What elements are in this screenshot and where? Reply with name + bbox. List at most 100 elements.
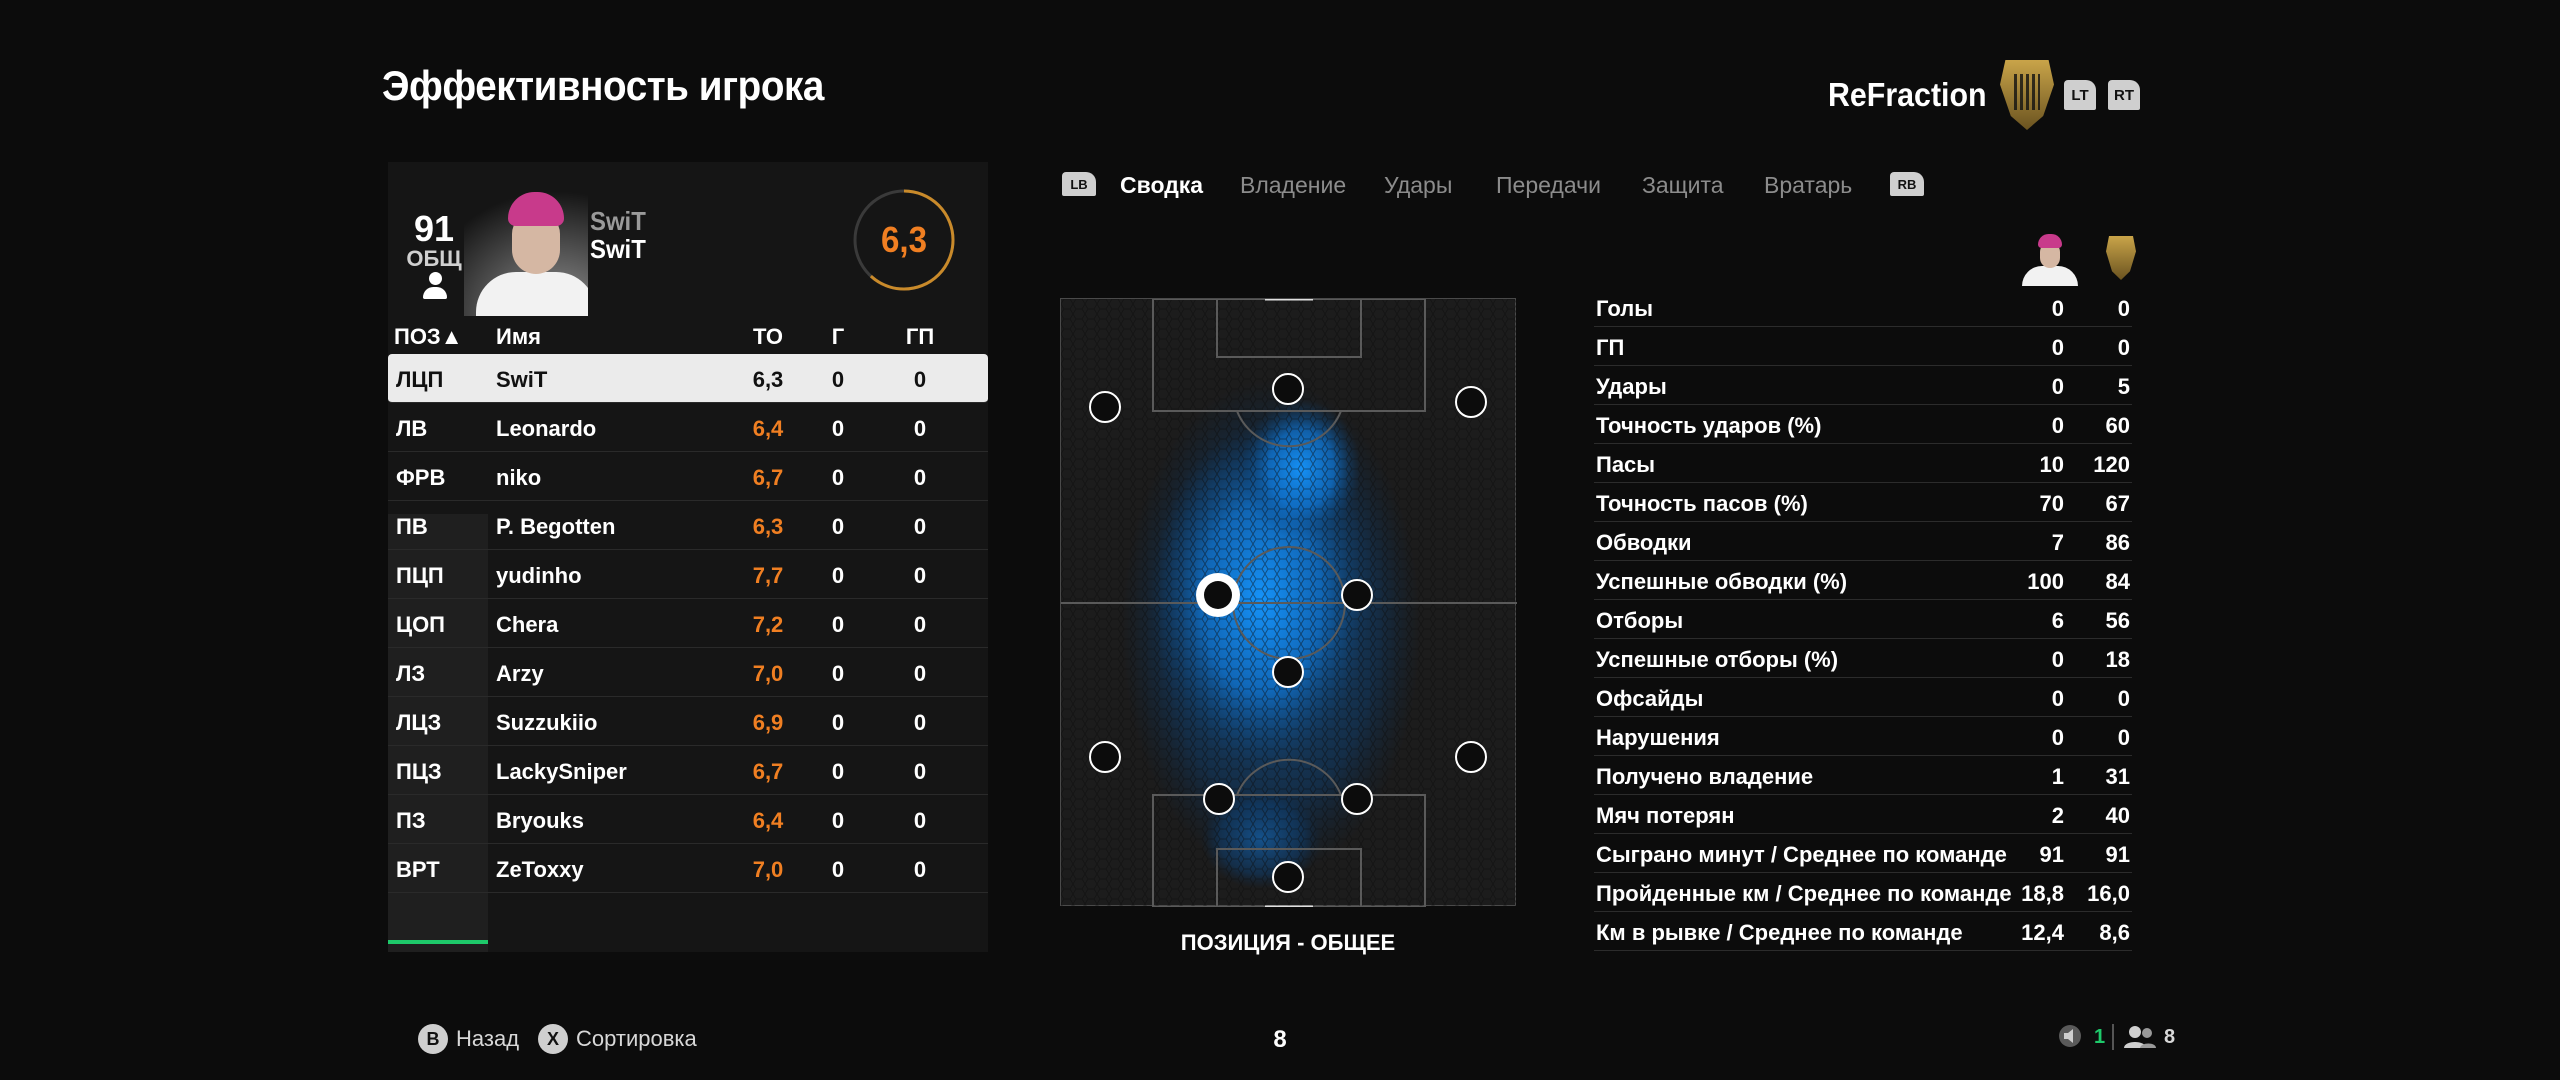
table-row[interactable]: ЛЗ Arzy 7,0 0 0 <box>388 648 988 697</box>
row-pos: ЛВ <box>396 416 428 441</box>
row-name: niko <box>496 465 542 490</box>
row-pos: ЛЗ <box>396 661 426 686</box>
stat-label: Получено владение <box>1596 764 1814 789</box>
rb-button[interactable]: RB <box>1890 172 1924 196</box>
row-pos: ЛЦП <box>396 367 444 392</box>
stat-team-value: 31 <box>2105 764 2130 789</box>
stat-label: Отборы <box>1596 608 1684 633</box>
table-row[interactable]: ВРТ ZeToxxy 7,0 0 0 <box>388 844 988 893</box>
person-icon <box>421 272 449 302</box>
mic-muted-icon <box>2058 1024 2082 1048</box>
stat-row: Голы 0 0 <box>1594 288 2132 327</box>
row-gp: 0 <box>913 367 927 392</box>
table-header: ПОЗ▲ Имя ТО Г ГП <box>388 316 988 356</box>
stat-player-value: 100 <box>2027 569 2064 594</box>
stat-label: Обводки <box>1596 530 1692 555</box>
scroll-indicator <box>388 940 488 944</box>
stat-row: Успешные обводки (%) 100 84 <box>1594 561 2132 600</box>
row-to: 6,7 <box>752 465 784 490</box>
player-nickname: SwiT <box>590 206 646 236</box>
sort-button-icon[interactable]: X <box>538 1024 568 1054</box>
stat-team-value: 18 <box>2105 647 2130 672</box>
page-number: 8 <box>1273 1026 1287 1053</box>
stat-label: Точность пасов (%) <box>1596 491 1808 516</box>
mic-count: 1 <box>2094 1026 2106 1048</box>
row-pos: ЛЦЗ <box>396 710 442 735</box>
stat-team-value: 0 <box>2117 335 2130 360</box>
tab-goalkeeper[interactable]: Вратарь <box>1764 172 1853 198</box>
tab-defence[interactable]: Защита <box>1642 172 1724 198</box>
tab-passes[interactable]: Передачи <box>1496 172 1601 198</box>
page-title: Эффективность игрока <box>382 62 824 109</box>
table-row[interactable]: ЛВ Leonardo 6,4 0 0 <box>388 403 988 452</box>
row-g: 0 <box>831 367 845 392</box>
header-to[interactable]: ТО <box>752 324 783 349</box>
player-rows: ЛЦП SwiT 6,3 0 0 ЛВ Leonardo 6,4 0 0 ФРВ… <box>388 354 988 893</box>
table-row[interactable]: ЦОП Chera 7,2 0 0 <box>388 599 988 648</box>
player-list-panel: 91 ОБЩ SwiT SwiT 6,3 ПОЗ▲ Имя ТО Г ГП ЛЦ… <box>388 162 988 952</box>
header-gp[interactable]: ГП <box>905 324 935 349</box>
table-row[interactable]: ЛЦЗ Suzzukiio 6,9 0 0 <box>388 697 988 746</box>
stat-label: Голы <box>1596 296 1654 321</box>
stat-row: Точность пасов (%) 70 67 <box>1594 483 2132 522</box>
table-row[interactable]: ПЗ Bryouks 6,4 0 0 <box>388 795 988 844</box>
row-gp: 0 <box>913 710 927 735</box>
sort-label[interactable]: Сортировка <box>576 1026 697 1051</box>
table-row[interactable]: ЛЦП SwiT 6,3 0 0 <box>388 354 988 403</box>
stat-row: Офсайды 0 0 <box>1594 678 2132 717</box>
stat-team-value: 0 <box>2117 725 2130 750</box>
back-label[interactable]: Назад <box>456 1026 520 1051</box>
stat-player-value: 1 <box>2051 764 2064 789</box>
row-g: 0 <box>831 661 845 686</box>
pitch-caption: ПОЗИЦИЯ - ОБЩЕЕ <box>1180 930 1396 955</box>
tab-possession[interactable]: Владение <box>1240 172 1347 198</box>
match-rating-ring: 6,3 <box>852 188 956 292</box>
stat-row: Получено владение 1 31 <box>1594 756 2132 795</box>
stat-row: Пройденные км / Среднее по команде 18,8 16… <box>1594 873 2132 912</box>
row-g: 0 <box>831 808 845 833</box>
lb-button[interactable]: LB <box>1062 172 1096 196</box>
row-g: 0 <box>831 612 845 637</box>
stat-row: Нарушения 0 0 <box>1594 717 2132 756</box>
overall-label: ОБЩ <box>406 246 462 271</box>
table-row[interactable]: ПЦЗ LackySniper 6,7 0 0 <box>388 746 988 795</box>
table-row[interactable]: ПВ P. Begotten 6,3 0 0 <box>388 501 988 550</box>
stat-team-value: 60 <box>2105 413 2130 438</box>
row-gp: 0 <box>913 416 927 441</box>
pitch-heatmap <box>1060 298 1517 907</box>
header-pos[interactable]: ПОЗ▲ <box>394 324 463 349</box>
header-g[interactable]: Г <box>831 324 845 349</box>
back-button-icon[interactable]: B <box>418 1024 448 1054</box>
row-to: 6,3 <box>752 367 784 392</box>
stat-player-value: 91 <box>2039 842 2064 867</box>
rt-button[interactable]: RT <box>2108 80 2140 110</box>
lt-button[interactable]: LT <box>2064 80 2096 110</box>
tab-shots[interactable]: Удары <box>1384 172 1453 198</box>
header-name[interactable]: Имя <box>496 324 541 349</box>
row-pos: ЦОП <box>396 612 445 637</box>
row-name: ZeToxxy <box>496 857 584 882</box>
stat-row: ГП 0 0 <box>1594 327 2132 366</box>
stat-player-value: 0 <box>2051 725 2064 750</box>
player-portrait <box>464 190 588 316</box>
row-g: 0 <box>831 465 845 490</box>
row-g: 0 <box>831 759 845 784</box>
row-name: SwiT <box>496 367 548 392</box>
stat-row: Удары 0 5 <box>1594 366 2132 405</box>
row-name: Leonardo <box>496 416 597 441</box>
stat-team-value: 91 <box>2105 842 2130 867</box>
table-row[interactable]: ПЦП yudinho 7,7 0 0 <box>388 550 988 599</box>
stat-row: Мяч потерян 2 40 <box>1594 795 2132 834</box>
stat-label: Офсайды <box>1596 686 1704 711</box>
tab-summary[interactable]: Сводка <box>1120 172 1204 198</box>
row-gp: 0 <box>913 759 927 784</box>
row-to: 7,0 <box>752 661 784 686</box>
stat-label: Успешные обводки (%) <box>1596 569 1848 594</box>
row-name: Bryouks <box>496 808 585 833</box>
stat-label: Нарушения <box>1596 725 1720 750</box>
table-row[interactable]: ФРВ niko 6,7 0 0 <box>388 452 988 501</box>
player-name: SwiT <box>590 234 646 264</box>
stat-team-value: 56 <box>2105 608 2130 633</box>
row-pos: ВРТ <box>396 857 440 882</box>
stat-team-value: 84 <box>2105 569 2130 594</box>
